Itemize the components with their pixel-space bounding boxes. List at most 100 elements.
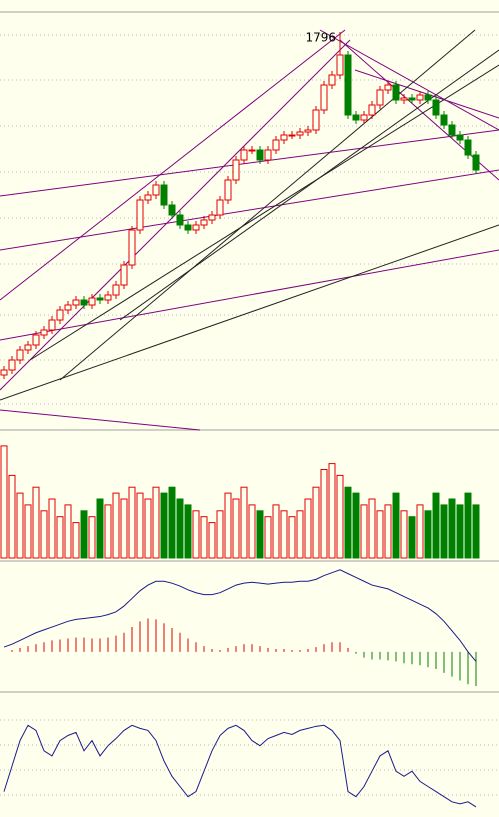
volume-bar (72, 522, 80, 559)
volume-bar (392, 492, 400, 559)
candle-body (96, 297, 104, 301)
volume-bar (152, 486, 160, 559)
candle-body (24, 344, 32, 351)
trend-line (59, 29, 476, 381)
candle-body (120, 264, 128, 286)
volume-bar (440, 504, 448, 559)
volume-bar (328, 463, 336, 559)
macd-dif-line (3, 569, 477, 662)
volume-bar (192, 510, 200, 559)
candle-body (144, 194, 152, 201)
volume-bar (360, 504, 368, 559)
volume-bar (176, 498, 184, 559)
candle-body (392, 84, 400, 101)
volume-bar (296, 510, 304, 559)
candle-body (352, 114, 360, 121)
volume-bar (8, 474, 16, 559)
candle-body (408, 97, 416, 101)
trend-line (29, 64, 499, 361)
trend-line (319, 29, 499, 131)
volume-bar (0, 445, 8, 559)
volume-bar (416, 504, 424, 559)
volume-bar (208, 522, 216, 559)
kdj-k-line (3, 724, 477, 808)
candle-body (240, 149, 248, 161)
volume-bar (320, 469, 328, 559)
volume-bar (128, 486, 136, 559)
trend-line (0, 169, 499, 251)
candle-body (304, 129, 312, 133)
volume-bar (344, 486, 352, 559)
volume-bar (272, 504, 280, 559)
candle-body (320, 84, 328, 111)
volume-bar (280, 510, 288, 559)
volume-bar (24, 504, 32, 559)
candle-body (112, 284, 120, 296)
candle-body (336, 54, 344, 76)
volume-bar (16, 492, 24, 559)
volume-bar (232, 498, 240, 559)
volume-bar (104, 504, 112, 559)
candle-body (248, 149, 256, 152)
volume-bar (376, 510, 384, 559)
trend-line (0, 249, 499, 341)
candle-body (192, 224, 200, 231)
candle-body (448, 124, 456, 136)
candle-body (264, 149, 272, 161)
candle-body (328, 74, 336, 86)
candle-body (136, 199, 144, 231)
candle-body (72, 299, 80, 306)
volume-bar (312, 486, 320, 559)
volume-bar (136, 492, 144, 559)
candle-body (0, 369, 8, 376)
candle-body (224, 179, 232, 201)
volume-bar (352, 492, 360, 559)
trend-line (0, 129, 499, 197)
trend-line (0, 29, 346, 301)
candle-body (272, 139, 280, 151)
candle-body (368, 104, 376, 116)
volume-bar (200, 516, 208, 559)
candle-body (280, 134, 288, 141)
candle-body (360, 114, 368, 121)
volume-bar (160, 492, 168, 559)
candle-body (64, 304, 72, 311)
trend-line (119, 49, 499, 321)
volume-bar (48, 498, 56, 559)
volume-bar (80, 510, 88, 559)
volume-bar (384, 504, 392, 559)
candle-body (424, 94, 432, 101)
candle-body (152, 184, 160, 196)
volume-bar (432, 492, 440, 559)
candle-body (312, 109, 320, 131)
candle-body (104, 294, 112, 301)
trend-line (354, 69, 499, 119)
volume-bar (96, 498, 104, 559)
volume-bar (288, 516, 296, 559)
volume-bar (64, 504, 72, 559)
candle-body (376, 89, 384, 106)
trend-line (0, 409, 201, 431)
volume-bar (408, 516, 416, 559)
volume-bar (144, 498, 152, 559)
candle-body (464, 139, 472, 156)
candle-body (216, 199, 224, 216)
volume-bar (368, 498, 376, 559)
candle-body (16, 349, 24, 361)
candle-body (232, 159, 240, 181)
volume-bar (472, 504, 480, 559)
volume-bar (400, 510, 408, 559)
peak-annotation: 1796 (305, 31, 336, 45)
trend-line (0, 224, 499, 401)
volume-bar (120, 498, 128, 559)
candle-body (432, 99, 440, 116)
candle-body (56, 309, 64, 321)
volume-bar (216, 510, 224, 559)
candle-body (88, 297, 96, 306)
candle-body (32, 334, 40, 346)
candle-body (40, 329, 48, 336)
candle-body (456, 134, 464, 141)
candle-body (200, 219, 208, 226)
volume-bar (40, 510, 48, 559)
